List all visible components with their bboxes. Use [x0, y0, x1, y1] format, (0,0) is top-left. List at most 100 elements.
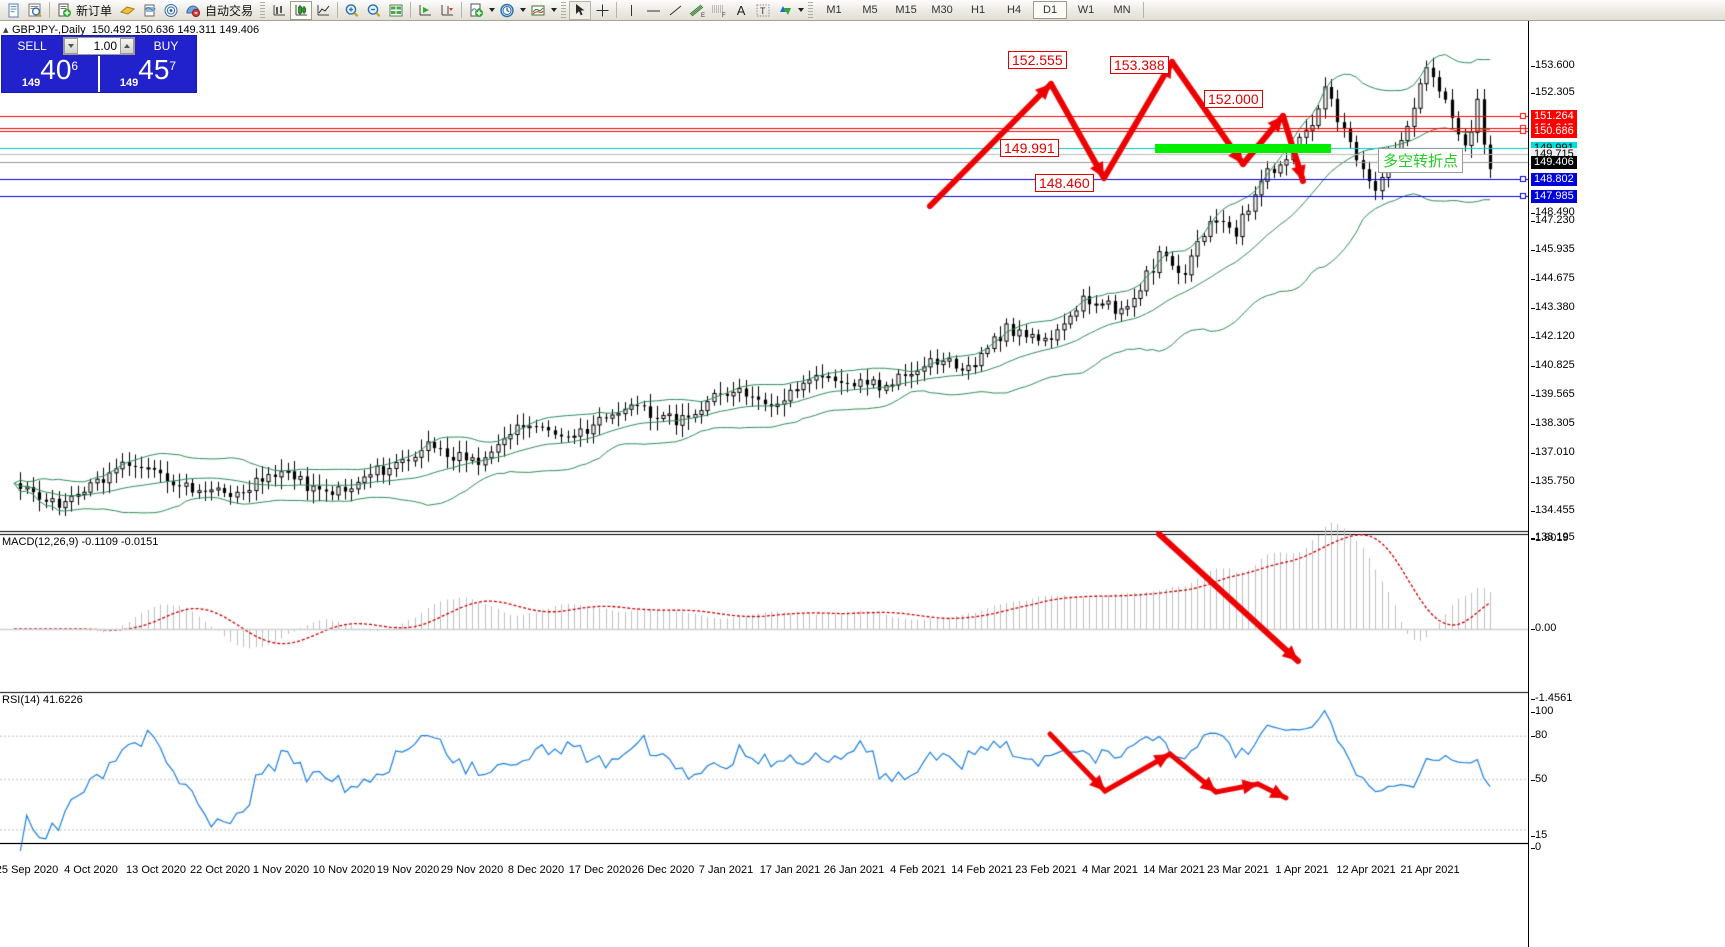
candlestick-chart-icon[interactable]: [290, 0, 313, 20]
auto-scroll-icon[interactable]: [414, 1, 436, 20]
price-tick: 133.195: [1531, 531, 1575, 543]
new-chart-icon[interactable]: [2, 1, 24, 20]
line-chart-icon[interactable]: [312, 1, 334, 20]
volume-stepper[interactable]: 1.00: [63, 37, 135, 55]
timeframe-h4[interactable]: H4: [1007, 4, 1022, 16]
date-tick: 21 Apr 2021: [1400, 864, 1460, 876]
timeframe-w1[interactable]: W1: [1077, 4, 1095, 16]
symbol-arrow-icon: ▴: [3, 24, 9, 36]
new-order-icon[interactable]: [53, 1, 75, 20]
periods-chevron-down-icon[interactable]: [518, 1, 527, 20]
periods-icon[interactable]: [496, 1, 518, 20]
price-tick: 148.490: [1531, 206, 1575, 218]
toolbar-separator-end: [1143, 2, 1145, 18]
templates-icon[interactable]: [527, 1, 549, 20]
price-axis[interactable]: 153.600152.305151.010149.715148.490147.2…: [1528, 21, 1725, 947]
buy-price[interactable]: 149 45 7: [100, 56, 196, 92]
zoom-out-icon[interactable]: [363, 1, 385, 20]
text-icon-label: A: [736, 2, 746, 18]
price-tick: 144.675: [1531, 272, 1575, 284]
bar-chart-icon[interactable]: [268, 1, 290, 20]
annot-148460[interactable]: 148.460: [1035, 174, 1094, 192]
price-tick: 145.935: [1531, 243, 1575, 255]
price-tick: 153.600: [1531, 59, 1575, 71]
annot-152555[interactable]: 152.555: [1008, 51, 1067, 69]
date-tick: 22 Oct 2020: [190, 864, 250, 876]
indicators-icon[interactable]: [465, 1, 487, 20]
crosshair-icon[interactable]: [591, 1, 613, 20]
buy-button[interactable]: BUY: [136, 36, 196, 56]
price-level-label[interactable]: 149.406: [1531, 156, 1577, 169]
sell-price-prefix: 149: [21, 77, 41, 89]
equidistant-channel-icon[interactable]: E: [686, 1, 708, 20]
price-level-label[interactable]: 148.802: [1531, 173, 1577, 186]
symbol-ohlc: 150.492 150.636 149.311 149.406: [91, 24, 260, 36]
volume-value[interactable]: 1.00: [78, 38, 120, 54]
zoom-in-icon[interactable]: [341, 1, 363, 20]
auto-trading-icon[interactable]: [182, 1, 204, 20]
expert-advisors-icon[interactable]: [116, 1, 138, 20]
timeframe-m15[interactable]: M15: [895, 4, 917, 16]
date-tick: 26 Dec 2020: [631, 864, 695, 876]
annot-153388[interactable]: 153.388: [1110, 56, 1169, 74]
toolbar-separator: [49, 2, 50, 18]
date-tick: 17 Dec 2020: [568, 864, 632, 876]
support-zone-highlight: [1155, 144, 1331, 153]
annot-149991[interactable]: 149.991: [1000, 139, 1059, 157]
timeframe-d1[interactable]: D1: [1033, 1, 1068, 19]
sell-price[interactable]: 149 40 6: [2, 56, 98, 92]
navigator-icon[interactable]: [160, 1, 182, 20]
auto-trading-label[interactable]: 自动交易: [205, 3, 254, 18]
price-tick: 138.305: [1531, 417, 1575, 429]
timeframe-m1[interactable]: M1: [826, 4, 842, 16]
volume-increase-icon[interactable]: [120, 38, 134, 54]
date-tick: 19 Nov 2020: [376, 864, 440, 876]
templates-chevron-down-icon[interactable]: [549, 1, 558, 20]
market-watch-icon[interactable]: [24, 1, 46, 20]
buy-price-prefix: 149: [119, 77, 139, 89]
price-tick: 134.455: [1531, 504, 1575, 516]
date-axis[interactable]: 25 Sep 2020 4 Oct 2020 13 Oct 2020 22 Oct 2…: [0, 843, 1528, 947]
arrows-icon[interactable]: [774, 1, 796, 20]
toolbar-grip-3[interactable]: [808, 2, 814, 18]
rsi-tick: 0: [1530, 841, 1542, 853]
buy-price-sup: 7: [169, 59, 177, 73]
note-turning-point[interactable]: 多空转折点: [1378, 148, 1464, 173]
date-tick: 29 Nov 2020: [440, 864, 504, 876]
trendline-icon[interactable]: [664, 1, 686, 20]
rsi-tick: 15: [1530, 829, 1548, 841]
vertical-line-icon[interactable]: [620, 1, 642, 20]
chart-shift-icon[interactable]: [436, 1, 458, 20]
date-tick: 8 Dec 2020: [507, 864, 565, 876]
tile-windows-icon[interactable]: [385, 1, 407, 20]
toolbar-grip-2[interactable]: [561, 2, 567, 18]
cursor-icon[interactable]: [569, 0, 592, 20]
volume-decrease-icon[interactable]: [64, 38, 78, 54]
arrows-chevron-down-icon[interactable]: [796, 1, 805, 20]
timeframe-m5[interactable]: M5: [862, 4, 878, 16]
timeframe-m30[interactable]: M30: [931, 4, 953, 16]
text-icon[interactable]: A: [730, 1, 752, 20]
indicators-chevron-down-icon[interactable]: [487, 1, 496, 20]
horizontal-line-icon[interactable]: [642, 1, 664, 20]
annot-152000[interactable]: 152.000: [1204, 90, 1263, 108]
data-window-icon[interactable]: [138, 1, 160, 20]
sell-button[interactable]: SELL: [2, 36, 62, 56]
chart-canvas[interactable]: [0, 21, 1528, 947]
price-level-label[interactable]: 147.985: [1531, 190, 1577, 203]
toolbar-grip[interactable]: [260, 2, 266, 18]
symbol-name: GBPJPY-,Daily: [12, 24, 86, 36]
price-level-label[interactable]: 151.264: [1531, 110, 1577, 123]
one-click-trading-panel[interactable]: SELL 1.00 BUY 149 40 6 149 45 7: [1, 35, 197, 93]
price-tick: 140.825: [1531, 359, 1575, 371]
svg-text:F: F: [722, 13, 726, 18]
new-order-label[interactable]: 新订单: [76, 3, 113, 18]
price-tick: 147.230: [1531, 214, 1575, 226]
rsi-tick: 50: [1530, 773, 1548, 785]
fibonacci-retracement-icon[interactable]: F: [708, 1, 730, 20]
price-level-label[interactable]: 150.686: [1531, 125, 1577, 138]
chart-area[interactable]: ▴ GBPJPY-,Daily 150.492 150.636 149.311 1…: [0, 21, 1725, 947]
timeframe-h1[interactable]: H1: [971, 4, 986, 16]
timeframe-mn[interactable]: MN: [1113, 4, 1131, 16]
text-label-icon[interactable]: T: [752, 1, 774, 20]
